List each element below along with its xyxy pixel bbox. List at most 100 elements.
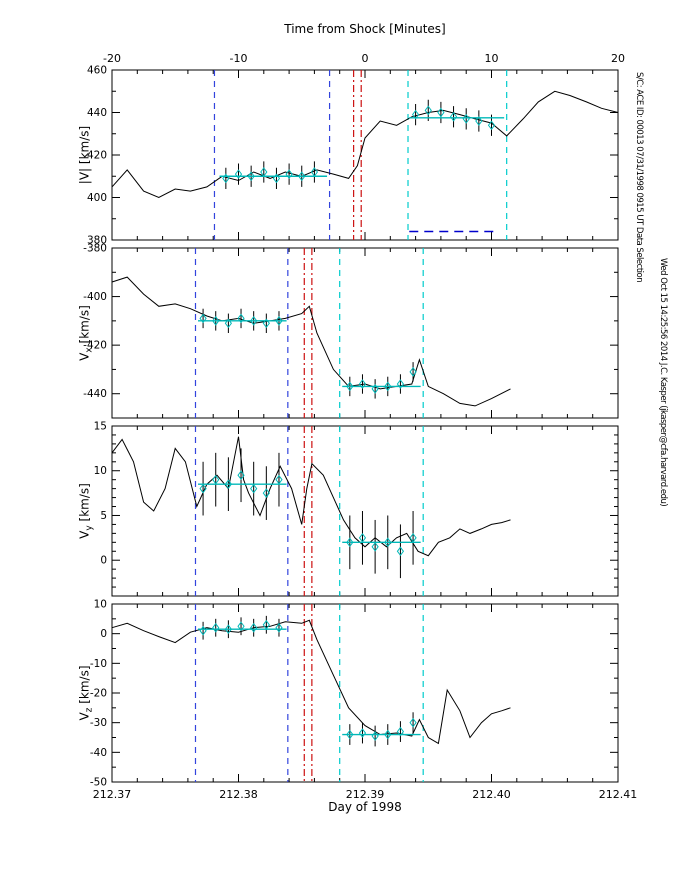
x-ticks bbox=[111, 604, 619, 782]
svg-text:460: 460 bbox=[87, 65, 107, 77]
panel-2: -440 -420 -400 -380 bbox=[83, 243, 619, 419]
y-axis-title-vy: Vy [km/s] bbox=[77, 483, 94, 539]
diamond-marker bbox=[358, 533, 367, 543]
diamond-marker bbox=[346, 381, 354, 392]
x-ticks bbox=[111, 248, 619, 418]
svg-text:212.39: 212.39 bbox=[346, 788, 385, 801]
diamond-marker bbox=[462, 114, 470, 124]
y-axis-title-vx: Vx [km/s] bbox=[77, 305, 94, 361]
diamond-marker bbox=[237, 313, 245, 324]
shock-lines-red bbox=[303, 426, 313, 596]
data-line bbox=[111, 90, 619, 199]
diamond-marker bbox=[199, 313, 207, 324]
diamond-marker bbox=[212, 622, 220, 633]
diamond-marker bbox=[396, 546, 405, 557]
diamond-marker bbox=[310, 167, 319, 177]
svg-text:15: 15 bbox=[94, 421, 107, 433]
svg-text:-400: -400 bbox=[83, 291, 107, 303]
diamond-marker bbox=[250, 316, 258, 326]
diamond-marker bbox=[396, 726, 405, 737]
fit-segment bbox=[409, 99, 505, 136]
diamond-marker bbox=[224, 624, 233, 635]
diamond-marker bbox=[358, 379, 367, 389]
x-ticks bbox=[111, 70, 619, 240]
y-title-text: |V| bbox=[77, 167, 92, 185]
diamond-marker bbox=[234, 169, 243, 179]
window-lines-cyan bbox=[339, 604, 424, 782]
y-ticks bbox=[112, 425, 618, 597]
y-ticks bbox=[112, 247, 618, 419]
y-tick-labels: -50 -40 -30 -20 -10 0 10 bbox=[90, 599, 107, 789]
svg-text:-40: -40 bbox=[90, 747, 107, 759]
diamond-marker bbox=[409, 533, 417, 543]
y-ticks bbox=[112, 603, 618, 783]
svg-text:0: 0 bbox=[100, 628, 107, 640]
diamond-marker bbox=[224, 318, 233, 329]
panel-frame bbox=[111, 69, 619, 241]
y-title-text: V bbox=[77, 712, 92, 721]
diamond-marker bbox=[475, 116, 483, 126]
y-title-sub: y bbox=[84, 525, 95, 531]
y-title-sub: x bbox=[84, 347, 95, 353]
diamond-marker bbox=[250, 483, 258, 494]
svg-text:212.40: 212.40 bbox=[472, 788, 511, 801]
panel-1: 380 400 420 440 460 bbox=[87, 65, 619, 247]
y-title-text: V bbox=[77, 530, 92, 539]
panel-frame bbox=[111, 425, 619, 597]
svg-text:-20: -20 bbox=[103, 52, 121, 65]
diamond-marker bbox=[396, 379, 405, 389]
diamond-marker bbox=[275, 622, 283, 633]
svg-text:20: 20 bbox=[611, 52, 625, 65]
data-line bbox=[111, 436, 511, 557]
svg-text:-10: -10 bbox=[230, 52, 248, 65]
diamond-marker bbox=[272, 173, 281, 184]
fit-segment bbox=[342, 712, 421, 747]
diamond-marker bbox=[275, 316, 283, 326]
y-title-text: V bbox=[77, 352, 92, 361]
diamond-marker bbox=[371, 384, 379, 394]
svg-text:0: 0 bbox=[362, 52, 369, 65]
diamond-marker bbox=[371, 541, 379, 552]
y-tick-labels: 0 5 10 15 bbox=[94, 421, 107, 567]
svg-text:420: 420 bbox=[87, 150, 107, 162]
diamond-marker bbox=[237, 621, 245, 632]
diamond-marker bbox=[384, 729, 392, 740]
window-lines-cyan bbox=[339, 248, 424, 418]
top-axis-title: Time from Shock [Minutes] bbox=[284, 22, 446, 36]
diamond-marker bbox=[275, 474, 283, 485]
diamond-marker bbox=[285, 169, 293, 179]
timestamp-author-annotation: Wed Oct 15 14:25:56 2014 J.C. Kasper (jk… bbox=[658, 258, 668, 507]
diamond-marker bbox=[247, 171, 255, 182]
window-lines-cyan bbox=[339, 426, 424, 596]
panel-frame bbox=[111, 603, 619, 783]
svg-text:10: 10 bbox=[94, 599, 107, 611]
svg-text:212.41: 212.41 bbox=[599, 788, 638, 801]
y-title-unit: [km/s] bbox=[77, 305, 92, 348]
diamond-marker bbox=[409, 367, 417, 377]
y-tick-labels: 380 400 420 440 460 bbox=[87, 65, 107, 247]
diamond-marker bbox=[237, 470, 245, 481]
svg-text:400: 400 bbox=[87, 192, 107, 204]
window-lines-blue bbox=[194, 604, 289, 782]
window-lines-blue bbox=[194, 248, 289, 418]
x-tick-labels: 212.37 212.38 212.39 212.40 212.41 bbox=[93, 788, 638, 801]
svg-text:-10: -10 bbox=[90, 658, 107, 670]
y-title-unit: [km/s] bbox=[77, 125, 92, 168]
svg-text:-420: -420 bbox=[83, 340, 107, 352]
diamond-marker bbox=[199, 483, 207, 494]
svg-text:380: 380 bbox=[87, 235, 107, 247]
diamond-marker bbox=[212, 316, 220, 326]
svg-text:5: 5 bbox=[100, 510, 107, 522]
window-lines-blue bbox=[213, 70, 331, 240]
y-title-unit: [km/s] bbox=[77, 665, 92, 708]
shock-lines-red bbox=[303, 248, 313, 418]
svg-text:10: 10 bbox=[94, 465, 107, 477]
panel-4: -50 -40 -30 -20 -10 0 10 bbox=[90, 599, 619, 789]
shock-lines-red bbox=[303, 604, 313, 782]
data-line bbox=[111, 276, 511, 407]
data-line bbox=[111, 619, 511, 745]
diamond-marker bbox=[487, 120, 496, 131]
x-axis-title: Day of 1998 bbox=[328, 800, 402, 814]
